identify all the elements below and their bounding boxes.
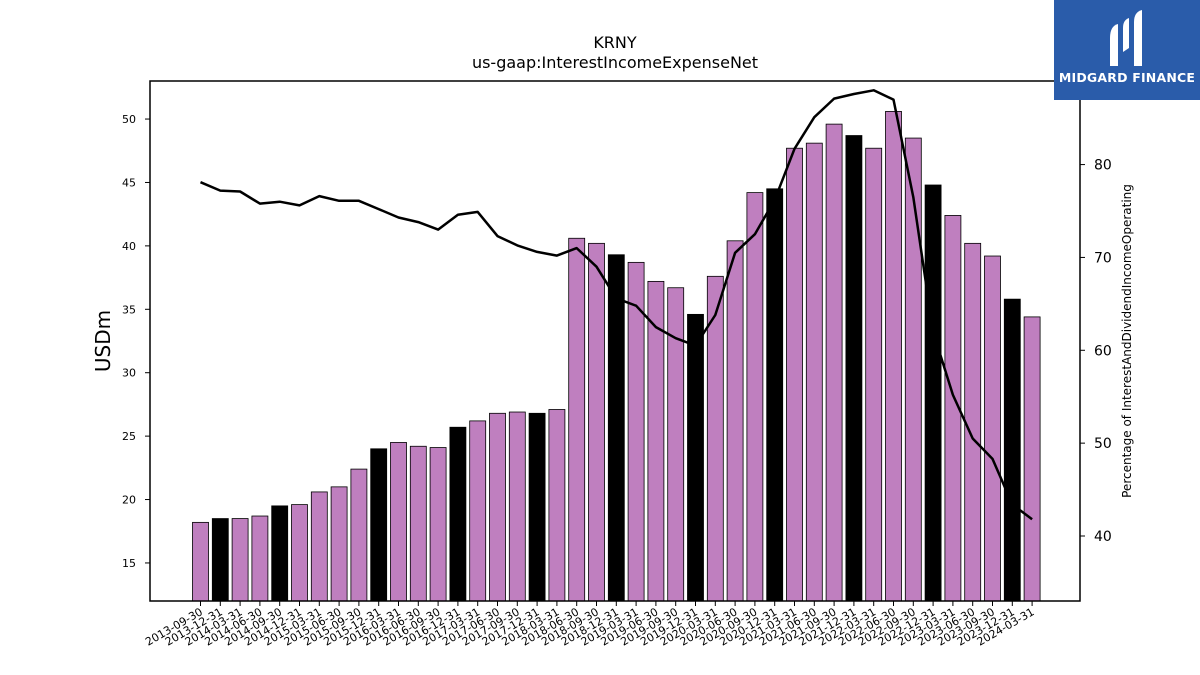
y-tick-label: 25	[122, 430, 136, 443]
chart-subtitle: us-gaap:InterestIncomeExpenseNet	[472, 53, 758, 72]
bar-2022-12-31	[924, 184, 942, 602]
plot-frame	[149, 80, 1081, 602]
y-tick-label: 40	[122, 240, 136, 253]
y2-tick-label: 70	[1094, 250, 1112, 266]
y2-axis-label: Percentage of InterestAndDividendIncomeO…	[1120, 184, 1134, 498]
bar-2015-09-30	[350, 468, 368, 602]
y-tick-label: 45	[122, 176, 136, 189]
bar-2020-12-31	[766, 188, 784, 602]
bar-2024-03-31	[1023, 316, 1041, 602]
bar-2013-12-31	[211, 518, 229, 602]
y2-tick-label: 80	[1094, 158, 1112, 174]
bar-2015-03-31	[310, 491, 328, 602]
y2-tick-label: 40	[1094, 529, 1112, 545]
y-tick-label: 30	[122, 367, 136, 380]
bar-2015-12-31	[370, 448, 388, 602]
y2-tick-label: 50	[1094, 436, 1112, 452]
bar-2017-12-31	[528, 412, 546, 602]
bar-2018-09-30	[588, 242, 605, 602]
bar-2020-06-30	[726, 240, 744, 602]
y-axis-label: USDm	[91, 310, 115, 372]
bar-2021-09-30	[825, 123, 843, 602]
bar-2016-03-31	[390, 442, 407, 602]
bar-2016-12-31	[449, 426, 467, 602]
bar-2018-12-31	[607, 254, 625, 602]
bar-2018-03-31	[548, 409, 566, 602]
y-tick-label: 15	[122, 557, 136, 570]
y-tick-label: 50	[122, 113, 136, 126]
y-tick-label: 35	[122, 303, 136, 316]
bar-2014-03-31	[231, 518, 249, 602]
logo-text: MIDGARD FINANCE	[1058, 70, 1196, 85]
bar-2021-06-30	[805, 142, 823, 602]
bar-2013-09-30	[192, 521, 209, 602]
bar-2021-03-31	[786, 147, 803, 602]
y2-tick-label: 60	[1094, 343, 1112, 359]
bar-2022-09-30	[904, 137, 922, 602]
bar-2016-09-30	[429, 447, 447, 602]
bar-2017-03-31	[469, 420, 487, 602]
bar-2018-06-30	[568, 237, 586, 602]
bar-2014-12-31	[291, 504, 308, 602]
bar-2017-09-30	[508, 411, 526, 602]
bar-2020-09-30	[746, 192, 764, 602]
bar-2023-09-30	[984, 255, 1001, 602]
midgard-finance-logo: MIDGARD FINANCE	[1054, 0, 1200, 100]
bar-2022-06-30	[885, 111, 902, 602]
bar-2022-03-31	[865, 147, 883, 602]
midgard-m-logo-icon	[1110, 10, 1142, 66]
bar-2017-06-30	[489, 412, 506, 602]
bar-2014-06-30	[251, 515, 269, 602]
bar-2021-12-31	[845, 135, 863, 602]
bar-2014-09-30	[271, 505, 289, 602]
bar-2023-12-31	[1003, 298, 1021, 602]
y-tick-label: 20	[122, 494, 136, 507]
bar-2019-12-31	[687, 313, 704, 602]
bar-2015-06-30	[330, 486, 348, 602]
bar-2023-06-30	[964, 242, 982, 602]
chart-title: KRNY	[593, 33, 637, 52]
bar-2016-06-30	[409, 445, 427, 602]
